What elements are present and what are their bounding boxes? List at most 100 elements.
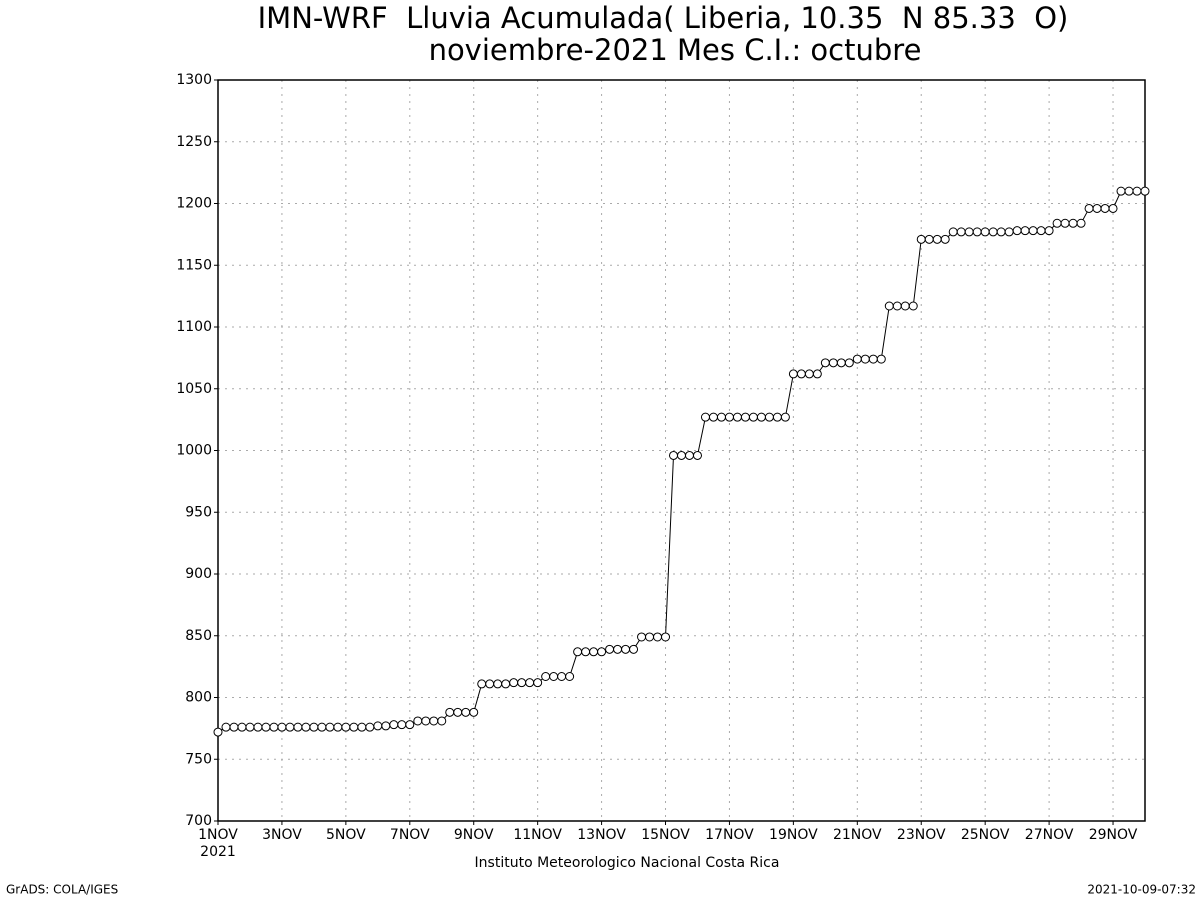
y-tick-label: 1200 (176, 196, 212, 212)
data-point (876, 354, 886, 364)
data-point (653, 632, 663, 642)
data-point (1028, 226, 1038, 236)
data-point (605, 644, 615, 654)
y-tick-label: 1300 (176, 72, 212, 88)
y-tick-label: 1250 (176, 134, 212, 150)
credit: GrADS: COLA/IGES (6, 883, 118, 897)
data-point (884, 301, 894, 311)
data-point (661, 632, 671, 642)
y-tick-label: 900 (185, 566, 212, 582)
data-point (581, 647, 591, 657)
data-point (485, 679, 495, 689)
data-point (677, 450, 686, 460)
data-point (285, 722, 295, 732)
data-point (812, 369, 822, 379)
data-point (373, 721, 383, 731)
data-point (868, 354, 878, 364)
data-point (964, 227, 974, 237)
y-tick-label: 1050 (176, 381, 212, 397)
data-point (437, 716, 447, 726)
data-point (557, 672, 567, 682)
data-point (341, 722, 351, 732)
data-point (1052, 218, 1062, 228)
y-tick-label: 700 (185, 813, 212, 829)
data-point (764, 412, 774, 422)
data-point (1012, 226, 1022, 236)
x-tick-label: 13NOV (577, 827, 626, 843)
data-point (501, 679, 511, 689)
data-point (429, 716, 439, 726)
data-point (1116, 186, 1126, 196)
data-point (804, 369, 814, 379)
data-point (517, 678, 527, 688)
data-point (445, 707, 455, 717)
data-point (381, 721, 391, 731)
data-point (629, 644, 639, 654)
data-point (229, 722, 239, 732)
data-point (1068, 218, 1078, 228)
y-tick-label: 950 (185, 504, 212, 520)
data-point (621, 644, 631, 654)
data-point (1020, 226, 1030, 236)
data-point (700, 412, 710, 422)
data-point (724, 412, 734, 422)
x-tick-label: 29NOV (1089, 827, 1138, 843)
x-tick-label: 7NOV (390, 827, 430, 843)
data-point (900, 301, 910, 311)
data-point (349, 722, 359, 732)
data-point (357, 722, 367, 732)
data-point (788, 369, 798, 379)
data-point (932, 234, 942, 244)
data-point (1092, 203, 1102, 213)
data-point (916, 234, 926, 244)
plot-frame (217, 79, 1146, 822)
data-point (1140, 186, 1150, 196)
y-tick-label: 1150 (176, 257, 212, 273)
x-tick-label: 19NOV (769, 827, 818, 843)
data-point (237, 722, 247, 732)
data-point (836, 358, 846, 368)
data-point (277, 722, 287, 732)
data-point (461, 707, 471, 717)
data-point (692, 450, 702, 460)
data-point (213, 727, 223, 737)
data-point (828, 358, 838, 368)
x-tick-label: 5NOV (326, 827, 366, 843)
x-tick-label: 23NOV (897, 827, 946, 843)
data-point (1044, 226, 1054, 236)
data-point (908, 301, 918, 311)
data-point (716, 412, 726, 422)
data-point (365, 722, 375, 732)
chart-subtitle: noviembre-2021 Mes C.I.: octubre (429, 33, 922, 67)
data-point (892, 301, 902, 311)
data-point (940, 234, 950, 244)
data-point (533, 678, 543, 688)
data-point (860, 354, 870, 364)
chart-title: IMN-WRF Lluvia Acumulada( Liberia, 10.35… (258, 1, 1069, 35)
data-point (772, 412, 782, 422)
data-point (309, 722, 319, 732)
data-point (645, 632, 655, 642)
x-tick-label: 25NOV (961, 827, 1010, 843)
data-point (245, 722, 255, 732)
data-point (597, 647, 607, 657)
data-point (589, 647, 599, 657)
data-point (820, 358, 830, 368)
data-point (748, 412, 758, 422)
data-point (948, 227, 958, 237)
data-point (637, 632, 647, 642)
data-point (565, 672, 575, 682)
data-point (1060, 218, 1070, 228)
x-tick-label: 15NOV (641, 827, 690, 843)
data-point (844, 358, 854, 368)
data-point (740, 412, 750, 422)
data-point (924, 234, 934, 244)
data-point (453, 707, 463, 717)
y-tick-label: 800 (185, 690, 212, 706)
data-point (525, 678, 535, 688)
data-point (1036, 226, 1046, 236)
data-point (956, 227, 966, 237)
y-tick-label: 1000 (176, 443, 212, 459)
data-point (269, 722, 279, 732)
